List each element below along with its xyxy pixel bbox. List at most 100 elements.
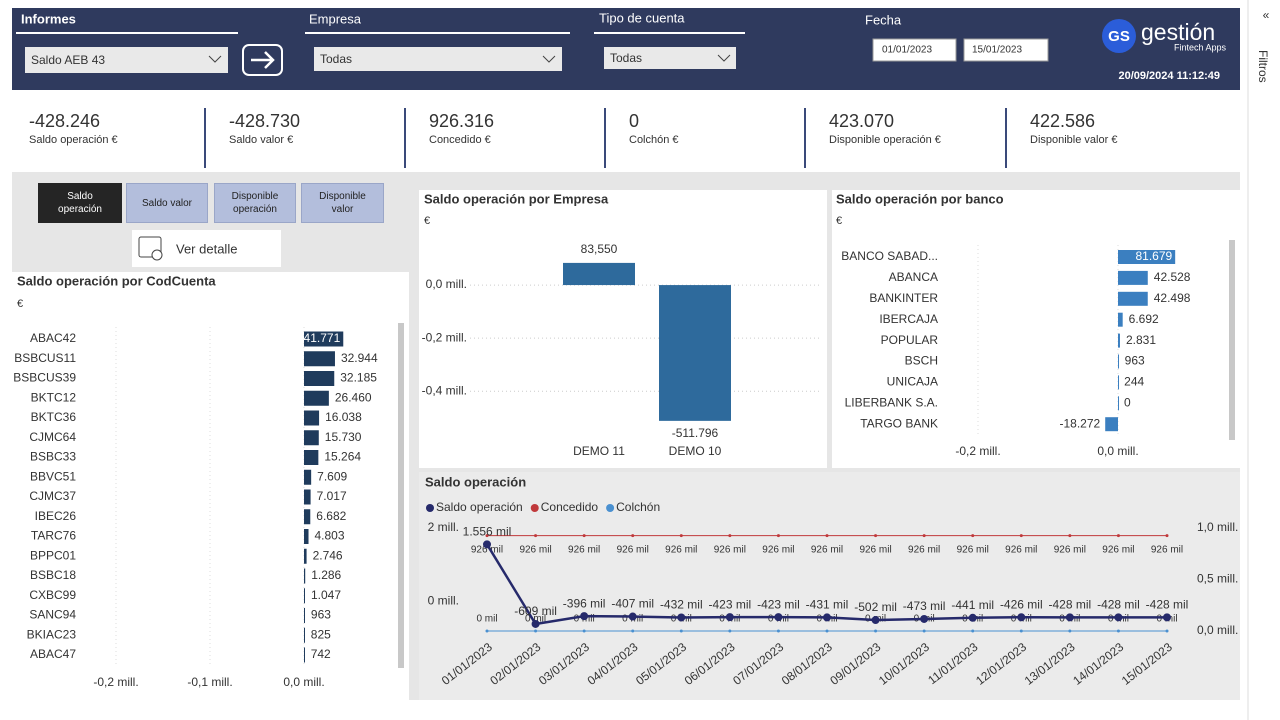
kpi-value: 0 <box>629 111 639 131</box>
data-label: 7.017 <box>317 489 347 503</box>
calendar-icon <box>138 236 162 258</box>
measure-button[interactable]: Disponible operación <box>214 183 296 223</box>
dropdown-value: Saldo AEB 43 <box>31 53 105 67</box>
y-tick-label: -0,2 mill. <box>422 330 467 344</box>
point <box>580 612 589 621</box>
kpi-label: Disponible valor € <box>1030 134 1117 146</box>
chart-title: Saldo operación por banco <box>836 191 1004 206</box>
dropdown[interactable] <box>314 47 562 71</box>
point <box>485 629 489 633</box>
point <box>728 534 732 538</box>
data-label: 926 mil <box>665 544 697 555</box>
filter-label: Informes <box>21 11 76 26</box>
category-label: BSCH <box>905 354 938 368</box>
bar <box>1118 354 1119 369</box>
kpi-value: -428.730 <box>229 111 300 131</box>
bar <box>304 410 320 426</box>
dropdown[interactable] <box>25 47 228 73</box>
point <box>1116 629 1120 633</box>
date-input[interactable] <box>872 38 957 62</box>
legend-marker <box>426 504 434 512</box>
data-label: 926 mil <box>568 544 600 555</box>
x-tick-label: DEMO 10 <box>669 444 722 458</box>
point <box>679 629 683 633</box>
category-label: IBEC26 <box>35 509 77 523</box>
dropdown[interactable] <box>604 47 736 69</box>
point <box>825 629 829 633</box>
point <box>725 613 734 622</box>
logo-tagline: Fintech Apps <box>1174 42 1227 52</box>
go-button[interactable] <box>242 44 283 76</box>
data-label: 926 mil <box>762 544 794 555</box>
point <box>823 613 831 622</box>
point <box>871 616 880 625</box>
point <box>1165 534 1169 538</box>
point <box>1114 613 1123 622</box>
data-label: -428 mil <box>1146 597 1189 611</box>
kpi-label: Saldo valor € <box>229 134 293 146</box>
data-label: 1.047 <box>311 588 341 602</box>
detail-label: Ver detalle <box>176 241 237 256</box>
data-label: 32.185 <box>340 371 377 385</box>
category-label: IBERCAJA <box>879 312 938 326</box>
data-label: -609 mil <box>514 604 557 618</box>
data-label: 926 mil <box>1102 544 1134 555</box>
logo-name: gestión <box>1141 19 1215 45</box>
kpi-value: 422.586 <box>1030 111 1095 131</box>
data-label: -423 mil <box>709 597 752 611</box>
chevron <box>717 54 731 62</box>
unit-label: € <box>17 298 23 310</box>
kpi-label: Colchón € <box>629 134 679 146</box>
kpi-value: 926.316 <box>429 111 494 131</box>
bar <box>1105 417 1118 432</box>
category-label: CJMC37 <box>29 489 76 503</box>
unit-label: € <box>836 215 842 227</box>
measure-button[interactable]: Disponible valor <box>301 183 384 223</box>
point <box>679 534 683 538</box>
bar <box>304 529 309 544</box>
category-label: BSBCUS11 <box>14 351 76 365</box>
detail-button[interactable] <box>132 230 281 267</box>
category-label: TARGO BANK <box>860 416 938 430</box>
chevron <box>542 55 556 63</box>
category-label: BSBC18 <box>30 568 76 582</box>
data-label: 15.264 <box>324 450 361 464</box>
bar <box>304 647 305 663</box>
data-label: 2.746 <box>313 548 343 562</box>
panel <box>419 190 827 468</box>
data-label: -441 mil <box>951 598 994 612</box>
measure-button[interactable]: Saldo valor <box>126 183 208 223</box>
category-label: BSBC33 <box>30 450 76 464</box>
kpi-value: -428.246 <box>29 111 100 131</box>
date-input[interactable] <box>963 38 1049 62</box>
bar <box>304 608 305 623</box>
category-label: ABANCA <box>889 270 938 284</box>
point <box>628 612 637 621</box>
logo-badge <box>1102 19 1136 53</box>
y2-tick-label: 0,5 mill. <box>1197 572 1238 586</box>
point <box>483 540 491 549</box>
magnifier-icon <box>151 249 163 261</box>
kpi-band <box>12 104 1240 172</box>
category-label: BPPC01 <box>30 548 76 562</box>
data-label: 81.679 <box>1135 249 1172 263</box>
data-label: 963 <box>311 608 331 622</box>
kpi-value: 423.070 <box>829 111 894 131</box>
bar <box>304 450 319 465</box>
category-label: BANKINTER <box>869 291 938 305</box>
scrollbar <box>1229 240 1235 440</box>
point <box>1065 613 1074 622</box>
filter-label: Tipo de cuenta <box>599 10 685 25</box>
bar <box>304 390 329 406</box>
legend-label: Saldo operación <box>436 500 523 514</box>
y2-tick-label: 1,0 mill. <box>1197 520 1238 534</box>
chart-title: Saldo operación por CodCuenta <box>17 273 216 288</box>
point <box>1017 613 1026 622</box>
point <box>728 629 732 633</box>
point <box>534 629 538 633</box>
filters-label[interactable]: Filtros <box>1256 50 1270 83</box>
measure-button[interactable]: Saldo operación <box>38 183 122 223</box>
collapse[interactable]: « <box>1263 8 1270 22</box>
category-label: UNICAJA <box>887 375 938 389</box>
